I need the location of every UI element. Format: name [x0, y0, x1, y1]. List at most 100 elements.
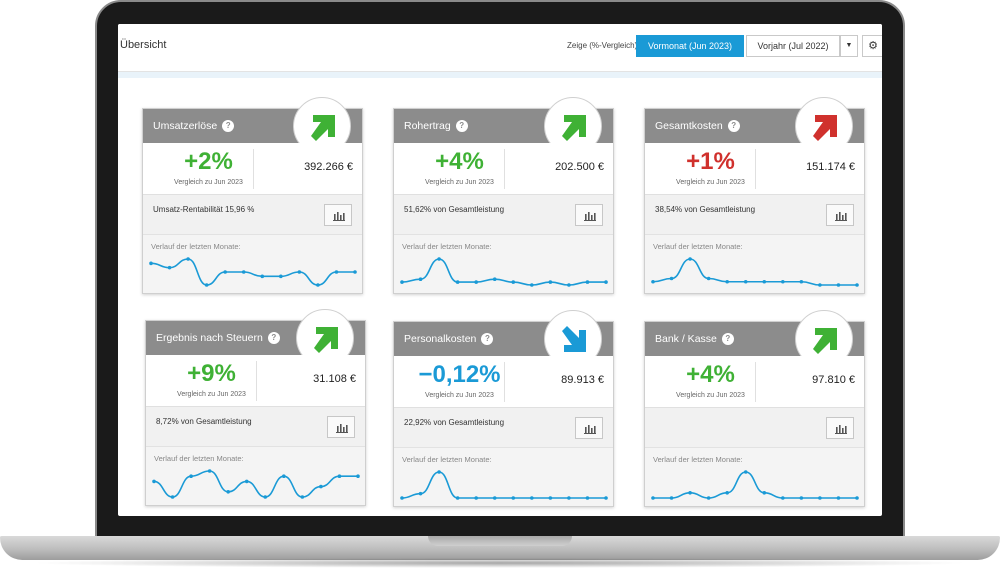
card-title-text: Umsatzerlöse — [153, 120, 218, 132]
help-icon[interactable]: ? — [267, 332, 280, 344]
sparkline-line — [401, 471, 606, 499]
chart-button[interactable] — [575, 417, 603, 439]
history-label: Verlauf der letzten Monate: — [653, 242, 743, 251]
compare-dropdown-button[interactable]: ▼ — [840, 35, 858, 57]
sparkline-point — [204, 283, 209, 287]
kpi-percent: +9% — [187, 360, 236, 387]
info-text: 22,92% von Gesamtleistung — [404, 418, 505, 427]
sparkline-point — [186, 257, 190, 261]
compare-label: Zeige (%-Vergleich): — [567, 41, 640, 50]
kpi-percent: +4% — [435, 148, 484, 175]
info-text: Umsatz-Rentabilität 15,96 % — [153, 205, 255, 214]
sparkline-point — [334, 270, 339, 274]
kpi-value: 202.500 € — [555, 161, 604, 173]
sparkline-point — [282, 474, 286, 478]
sparkline-point — [799, 496, 804, 500]
compare-previous-year-button[interactable]: Vorjahr (Jul 2022) — [746, 35, 840, 57]
sparkline-point — [585, 280, 590, 284]
sparkline-point — [474, 496, 478, 500]
kpi-value: 151.174 € — [806, 161, 855, 173]
card-title: Gesamtkosten? — [655, 120, 740, 132]
compare-previous-month-button[interactable]: Vormonat (Jun 2023) — [636, 35, 744, 57]
history-label: Verlauf der letzten Monate: — [154, 454, 244, 463]
sparkline-point — [189, 474, 193, 478]
sparkline-point — [567, 496, 571, 500]
sparkline-point — [492, 496, 497, 500]
sparkline-point — [418, 491, 423, 496]
sparkline-point — [260, 274, 265, 279]
card-title-text: Rohertrag — [404, 120, 451, 132]
chart-button[interactable] — [826, 417, 854, 439]
card-title: Umsatzerlöse? — [153, 120, 235, 132]
sparkline-chart — [651, 257, 859, 287]
divider — [253, 149, 254, 189]
sparkline-point — [511, 280, 516, 284]
help-icon[interactable]: ? — [481, 333, 494, 345]
chart-button[interactable] — [327, 416, 355, 438]
kpi-row: +2% Vergleich zu Jun 2023 392.266 € — [143, 143, 362, 195]
help-icon[interactable]: ? — [222, 120, 235, 132]
sparkline-point — [669, 276, 674, 281]
caret-down-icon: ▼ — [845, 42, 853, 49]
sparkline-point — [226, 490, 230, 494]
chart-button[interactable] — [575, 204, 603, 226]
sparkline-point — [743, 279, 748, 284]
sparkline-point — [170, 495, 175, 499]
sparkline-point — [152, 479, 156, 484]
sparkline-point — [781, 496, 785, 500]
card-title: Rohertrag? — [404, 120, 468, 132]
kpi-value: 97.810 € — [812, 374, 855, 386]
info-text: 51,62% von Gesamtleistung — [404, 205, 505, 214]
sparkline-point — [651, 496, 655, 500]
sparkline-chart — [400, 470, 608, 500]
sparkline-line — [653, 471, 857, 499]
help-icon[interactable]: ? — [727, 120, 740, 132]
sparkline-point — [530, 283, 534, 287]
chart-button[interactable] — [324, 204, 352, 226]
kpi-card: Rohertrag? +4% Vergleich zu Jun 2023 202… — [393, 97, 614, 294]
info-row: Umsatz-Rentabilität 15,96 % — [143, 195, 362, 235]
settings-button[interactable]: ⚙ — [862, 35, 882, 57]
help-icon[interactable]: ? — [455, 120, 468, 132]
chart-button[interactable] — [826, 204, 854, 226]
sparkline-point — [688, 257, 692, 261]
sparkline-point — [356, 474, 360, 478]
kpi-card: Umsatzerlöse? +2% Vergleich zu Jun 2023 … — [142, 97, 363, 294]
page-title: Übersicht — [120, 39, 167, 51]
kpi-compare-note: Vergleich zu Jun 2023 — [177, 391, 246, 398]
sparkline-point — [418, 277, 423, 282]
sparkline-point — [725, 491, 729, 495]
sparkline-point — [585, 496, 590, 500]
sparkline-chart — [152, 469, 360, 499]
sparkline-point — [836, 496, 841, 500]
divider — [755, 362, 756, 402]
info-row: 22,92% von Gesamtleistung — [394, 408, 613, 448]
sparkline-point — [688, 491, 692, 495]
card-title: Ergebnis nach Steuern? — [156, 332, 280, 344]
bar-chart-icon — [835, 212, 847, 221]
card-title-text: Gesamtkosten — [655, 120, 723, 132]
kpi-value: 31.108 € — [313, 373, 356, 385]
sparkline-chart — [651, 470, 859, 500]
bar-chart-icon — [336, 424, 348, 433]
sparkline-point — [669, 496, 674, 500]
info-row — [645, 408, 864, 448]
sparkline-line — [153, 470, 358, 498]
card-title-text: Personalkosten — [404, 333, 477, 345]
kpi-row: +4% Vergleich zu Jun 2023 97.810 € — [645, 356, 864, 408]
history-label: Verlauf der letzten Monate: — [402, 455, 492, 464]
sparkline-point — [279, 274, 283, 279]
sparkline-point — [706, 496, 711, 500]
gear-icon: ⚙ — [868, 40, 878, 52]
divider — [256, 361, 257, 401]
kpi-row: +4% Vergleich zu Jun 2023 202.500 € — [394, 143, 613, 195]
sparkline-point — [511, 496, 516, 500]
sparkline-point — [149, 261, 153, 266]
app-screen: Übersicht Zeige (%-Vergleich): Vormonat … — [118, 24, 882, 516]
card-title-text: Ergebnis nach Steuern — [156, 332, 263, 344]
sparkline-point — [167, 265, 172, 270]
info-row: 38,54% von Gesamtleistung — [645, 195, 864, 235]
divider — [755, 149, 756, 189]
help-icon[interactable]: ? — [721, 333, 734, 345]
bar-chart-icon — [584, 425, 596, 434]
